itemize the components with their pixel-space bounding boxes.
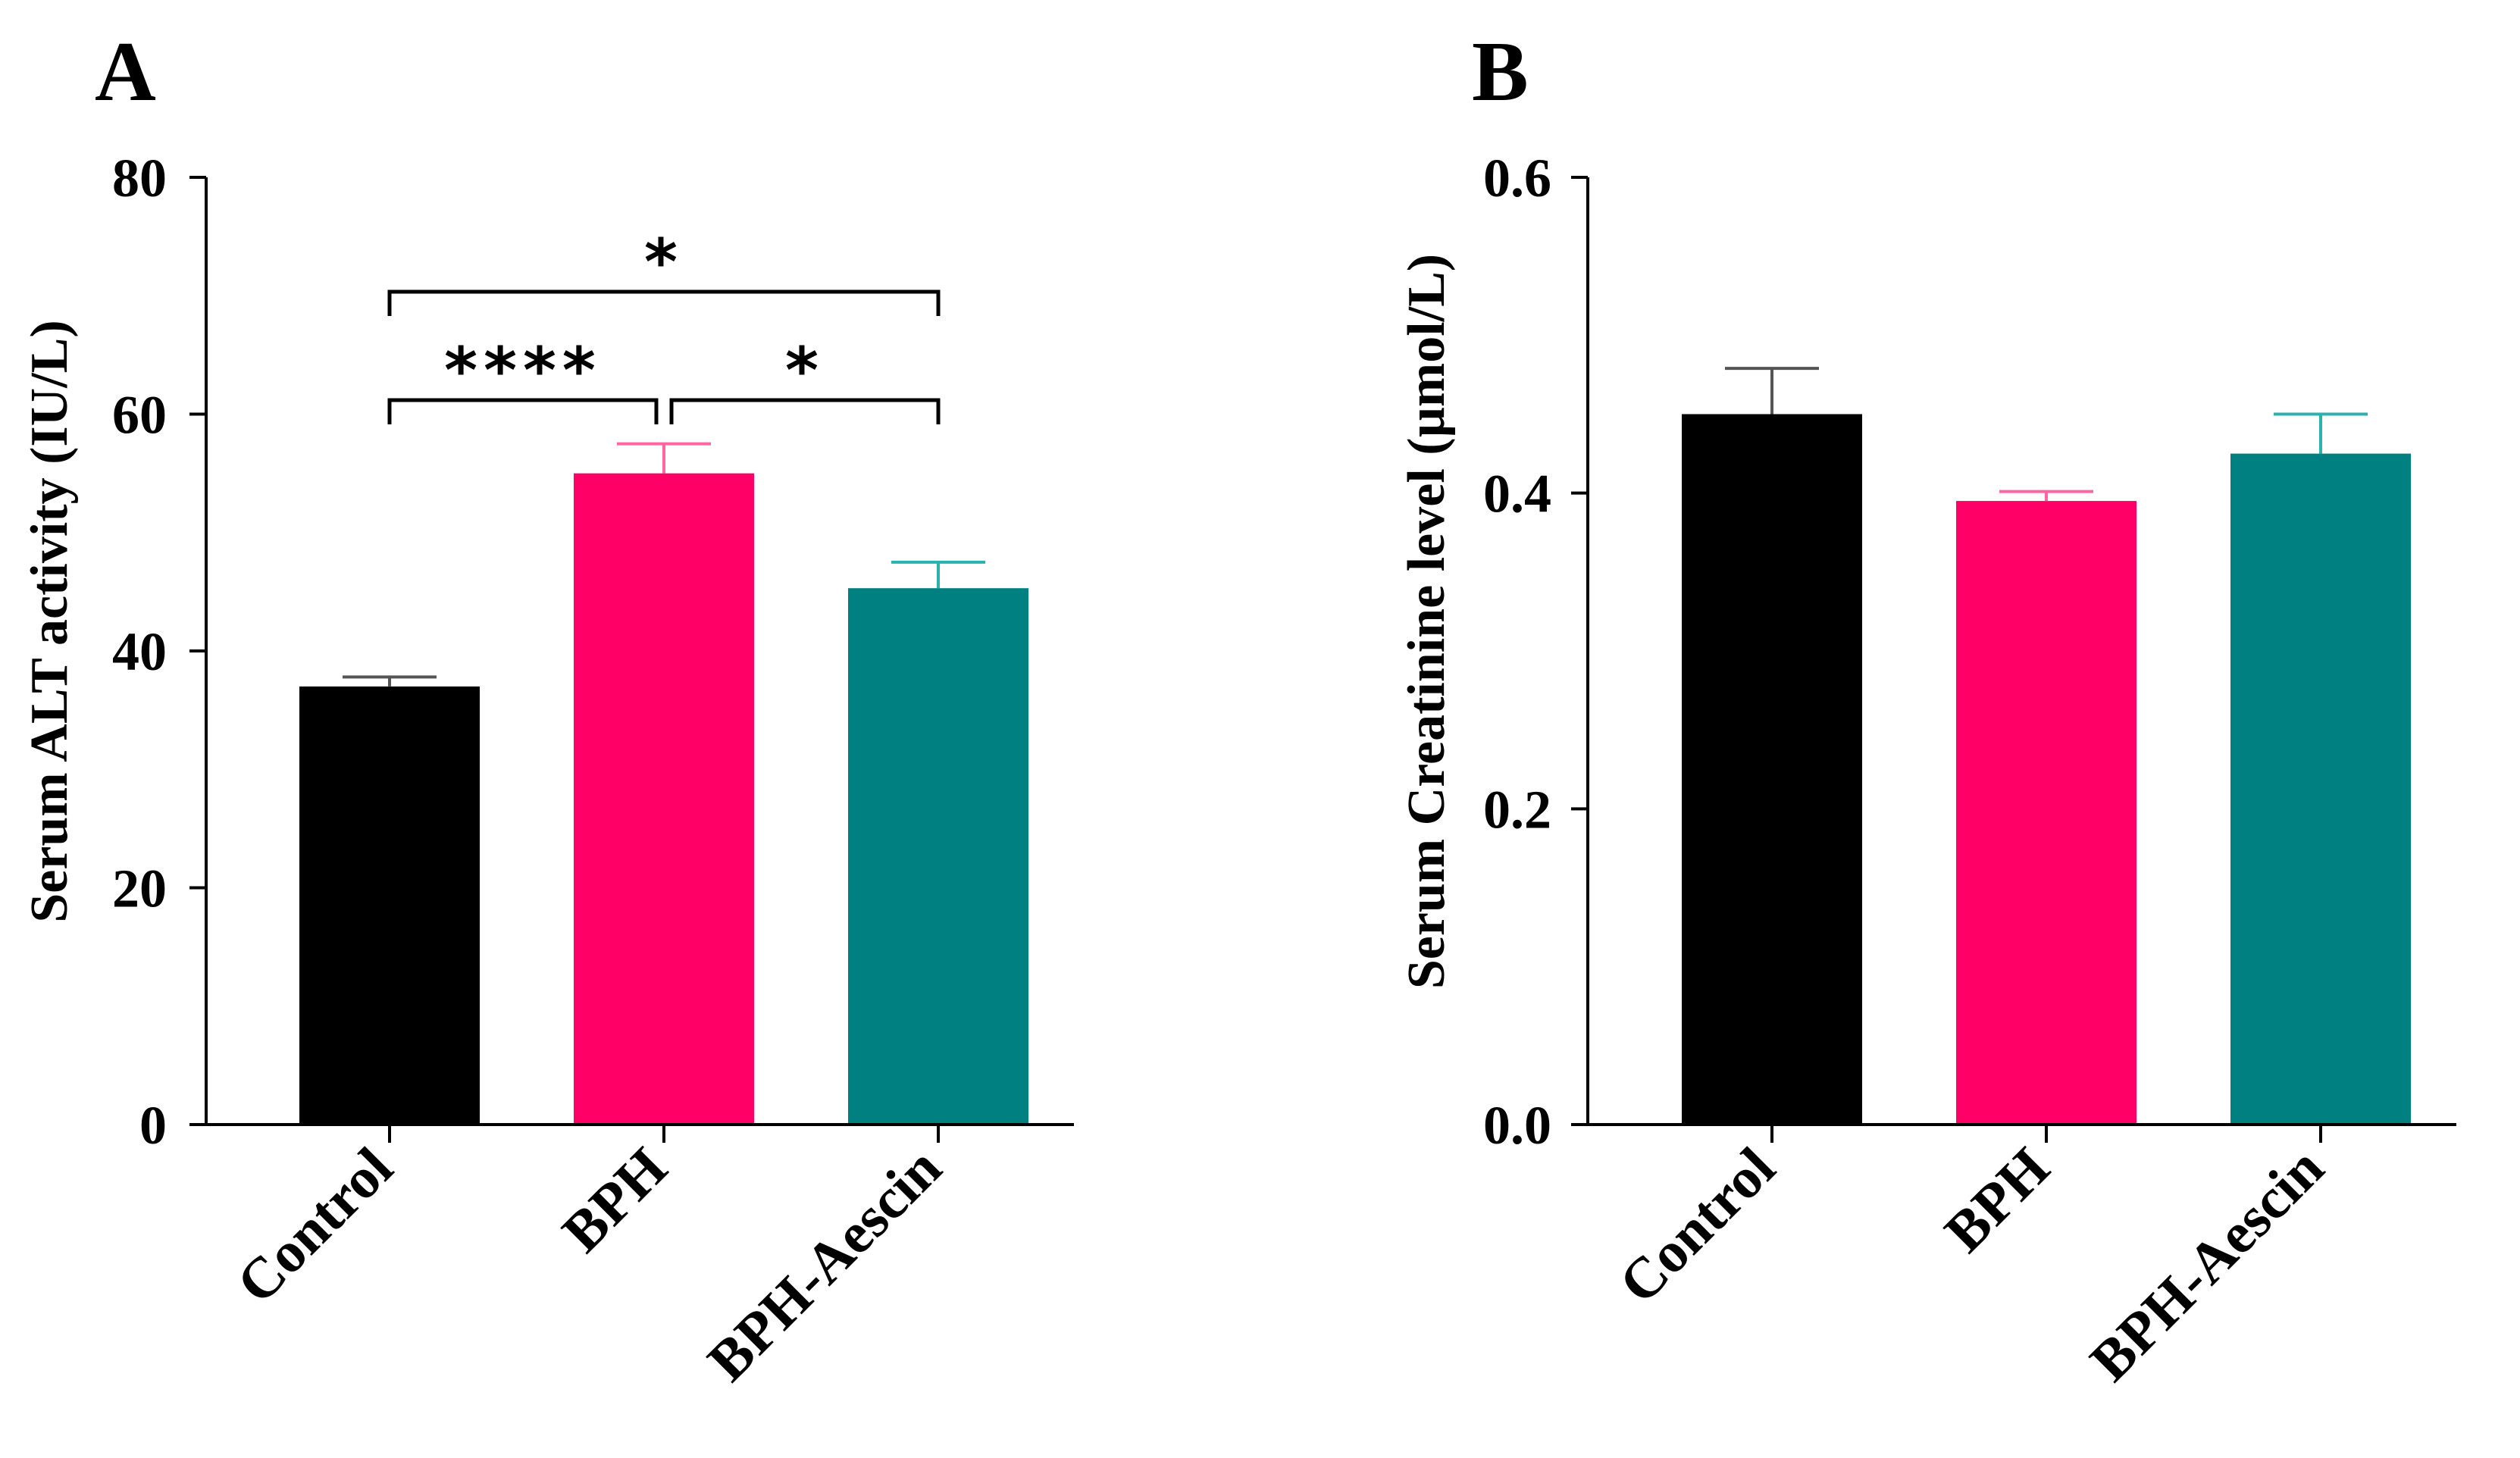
panel-b-chart: B 0.0 0.2 0.4 0.6 Control BPH BPH-Aescin Serum C…: [1398, 25, 2456, 1394]
panel-a-y-tick-label-2: 40: [112, 621, 167, 682]
panel-a-chart: A 0 20 40 60 80 Control BPH BPH-Aescin Serum ALT …: [20, 25, 1074, 1394]
panel-a-category-label-1: BPH: [550, 1136, 679, 1265]
panel-b-y-tick-label-3: 0.6: [1483, 148, 1551, 208]
panel-b-y-tick-label-2: 0.4: [1483, 464, 1551, 524]
panel-a-category-label-0: Control: [224, 1136, 405, 1316]
panel-a-letter: A: [95, 25, 156, 119]
panel-a-bar-2: [574, 473, 754, 1125]
panel-a-y-tick-label-4: 80: [112, 148, 167, 208]
panel-b-bar-1: [1682, 414, 1862, 1125]
panel-a-significance-label-3: *: [644, 225, 684, 299]
panel-b-letter: B: [1472, 25, 1529, 119]
panel-a-significance-label-2: *: [785, 333, 825, 408]
panel-b-bar-2: [1956, 501, 2137, 1125]
panel-a-y-tick-label-0: 0: [139, 1095, 167, 1156]
panel-a-bar-3: [848, 588, 1028, 1125]
panel-b-category-label-2: BPH-Aescin: [2078, 1136, 2336, 1394]
panel-a-significance-bracket-3: [387, 289, 941, 316]
panel-b-y-axis-title: Serum Creatinine level (µmol/L): [1398, 254, 1456, 989]
panel-a-bar-1: [299, 686, 480, 1125]
panel-b-category-label-1: BPH: [1933, 1136, 2061, 1265]
panel-a-y-tick-label-3: 60: [112, 385, 167, 446]
panel-a-y-tick-label-1: 20: [112, 859, 167, 919]
panel-a-significance-bracket-2: [669, 398, 941, 424]
panel-a-y-axis-title: Serum ALT activity (IU/L): [20, 320, 79, 922]
panel-b-y-tick-label-1: 0.2: [1483, 779, 1551, 840]
panel-a-significance-bracket-1: [387, 398, 659, 424]
panel-b-bar-3: [2230, 453, 2411, 1125]
panel-a-category-label-2: BPH-Aescin: [696, 1136, 953, 1394]
panel-a-significance-label-1: ****: [444, 333, 602, 408]
panel-b-category-label-0: Control: [1607, 1136, 1787, 1316]
panel-b-y-tick-label-0: 0.0: [1483, 1095, 1551, 1156]
